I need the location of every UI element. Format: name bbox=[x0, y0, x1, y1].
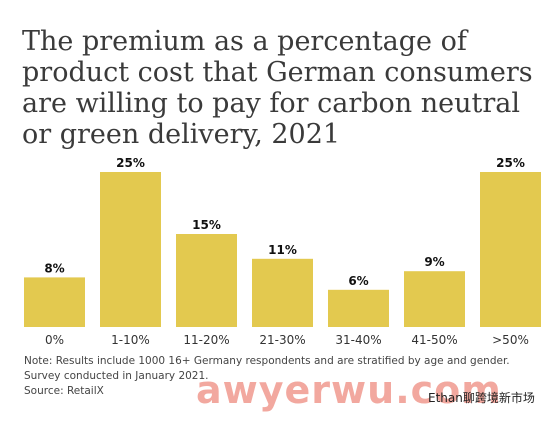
note-line: Note: Results include 1000 16+ Germany r… bbox=[24, 355, 510, 367]
bars-group bbox=[24, 172, 541, 327]
x-tick-label: 0% bbox=[45, 333, 64, 347]
value-label: 6% bbox=[348, 274, 368, 288]
value-labels-group: 8% 25% 15% 11% 6% 9% 25% bbox=[44, 156, 525, 288]
bar-41-50% bbox=[404, 271, 465, 327]
bar-11-20% bbox=[176, 234, 237, 327]
x-tick-labels-group: 0% 1-10% 11-20% 21-30% 31-40% 41-50% >50% bbox=[45, 333, 529, 347]
bar-0% bbox=[24, 277, 85, 327]
x-tick-label: 21-30% bbox=[259, 333, 305, 347]
value-label: 9% bbox=[424, 255, 444, 269]
bar->50% bbox=[480, 172, 541, 327]
chart-title: The premium as a percentage of product c… bbox=[22, 26, 533, 150]
chart-notes: Note: Results include 1000 16+ Germany r… bbox=[24, 354, 544, 399]
x-tick-label: 41-50% bbox=[411, 333, 457, 347]
watermark-right: Ethan聊跨境新市场 bbox=[428, 391, 535, 405]
bar-21-30% bbox=[252, 258, 313, 327]
bar-31-40% bbox=[328, 289, 389, 327]
value-label: 25% bbox=[116, 156, 145, 170]
note-line: Survey conducted in January 2021. bbox=[24, 370, 209, 382]
watermark: awyerwu.com bbox=[196, 368, 502, 412]
bar-chart: 8% 25% 15% 11% 6% 9% 25% 0% 1-10% 11-20% 21-30% 31… bbox=[24, 156, 541, 347]
value-label: 8% bbox=[44, 261, 64, 275]
bar-1-10% bbox=[100, 172, 161, 327]
x-tick-label: 31-40% bbox=[335, 333, 381, 347]
source-line: Source: RetailX bbox=[24, 385, 104, 397]
value-label: 11% bbox=[268, 243, 297, 257]
x-tick-label: >50% bbox=[492, 333, 529, 347]
value-label: 15% bbox=[192, 218, 221, 232]
x-tick-label: 11-20% bbox=[183, 333, 229, 347]
value-label: 25% bbox=[496, 156, 525, 170]
x-tick-label: 1-10% bbox=[111, 333, 150, 347]
